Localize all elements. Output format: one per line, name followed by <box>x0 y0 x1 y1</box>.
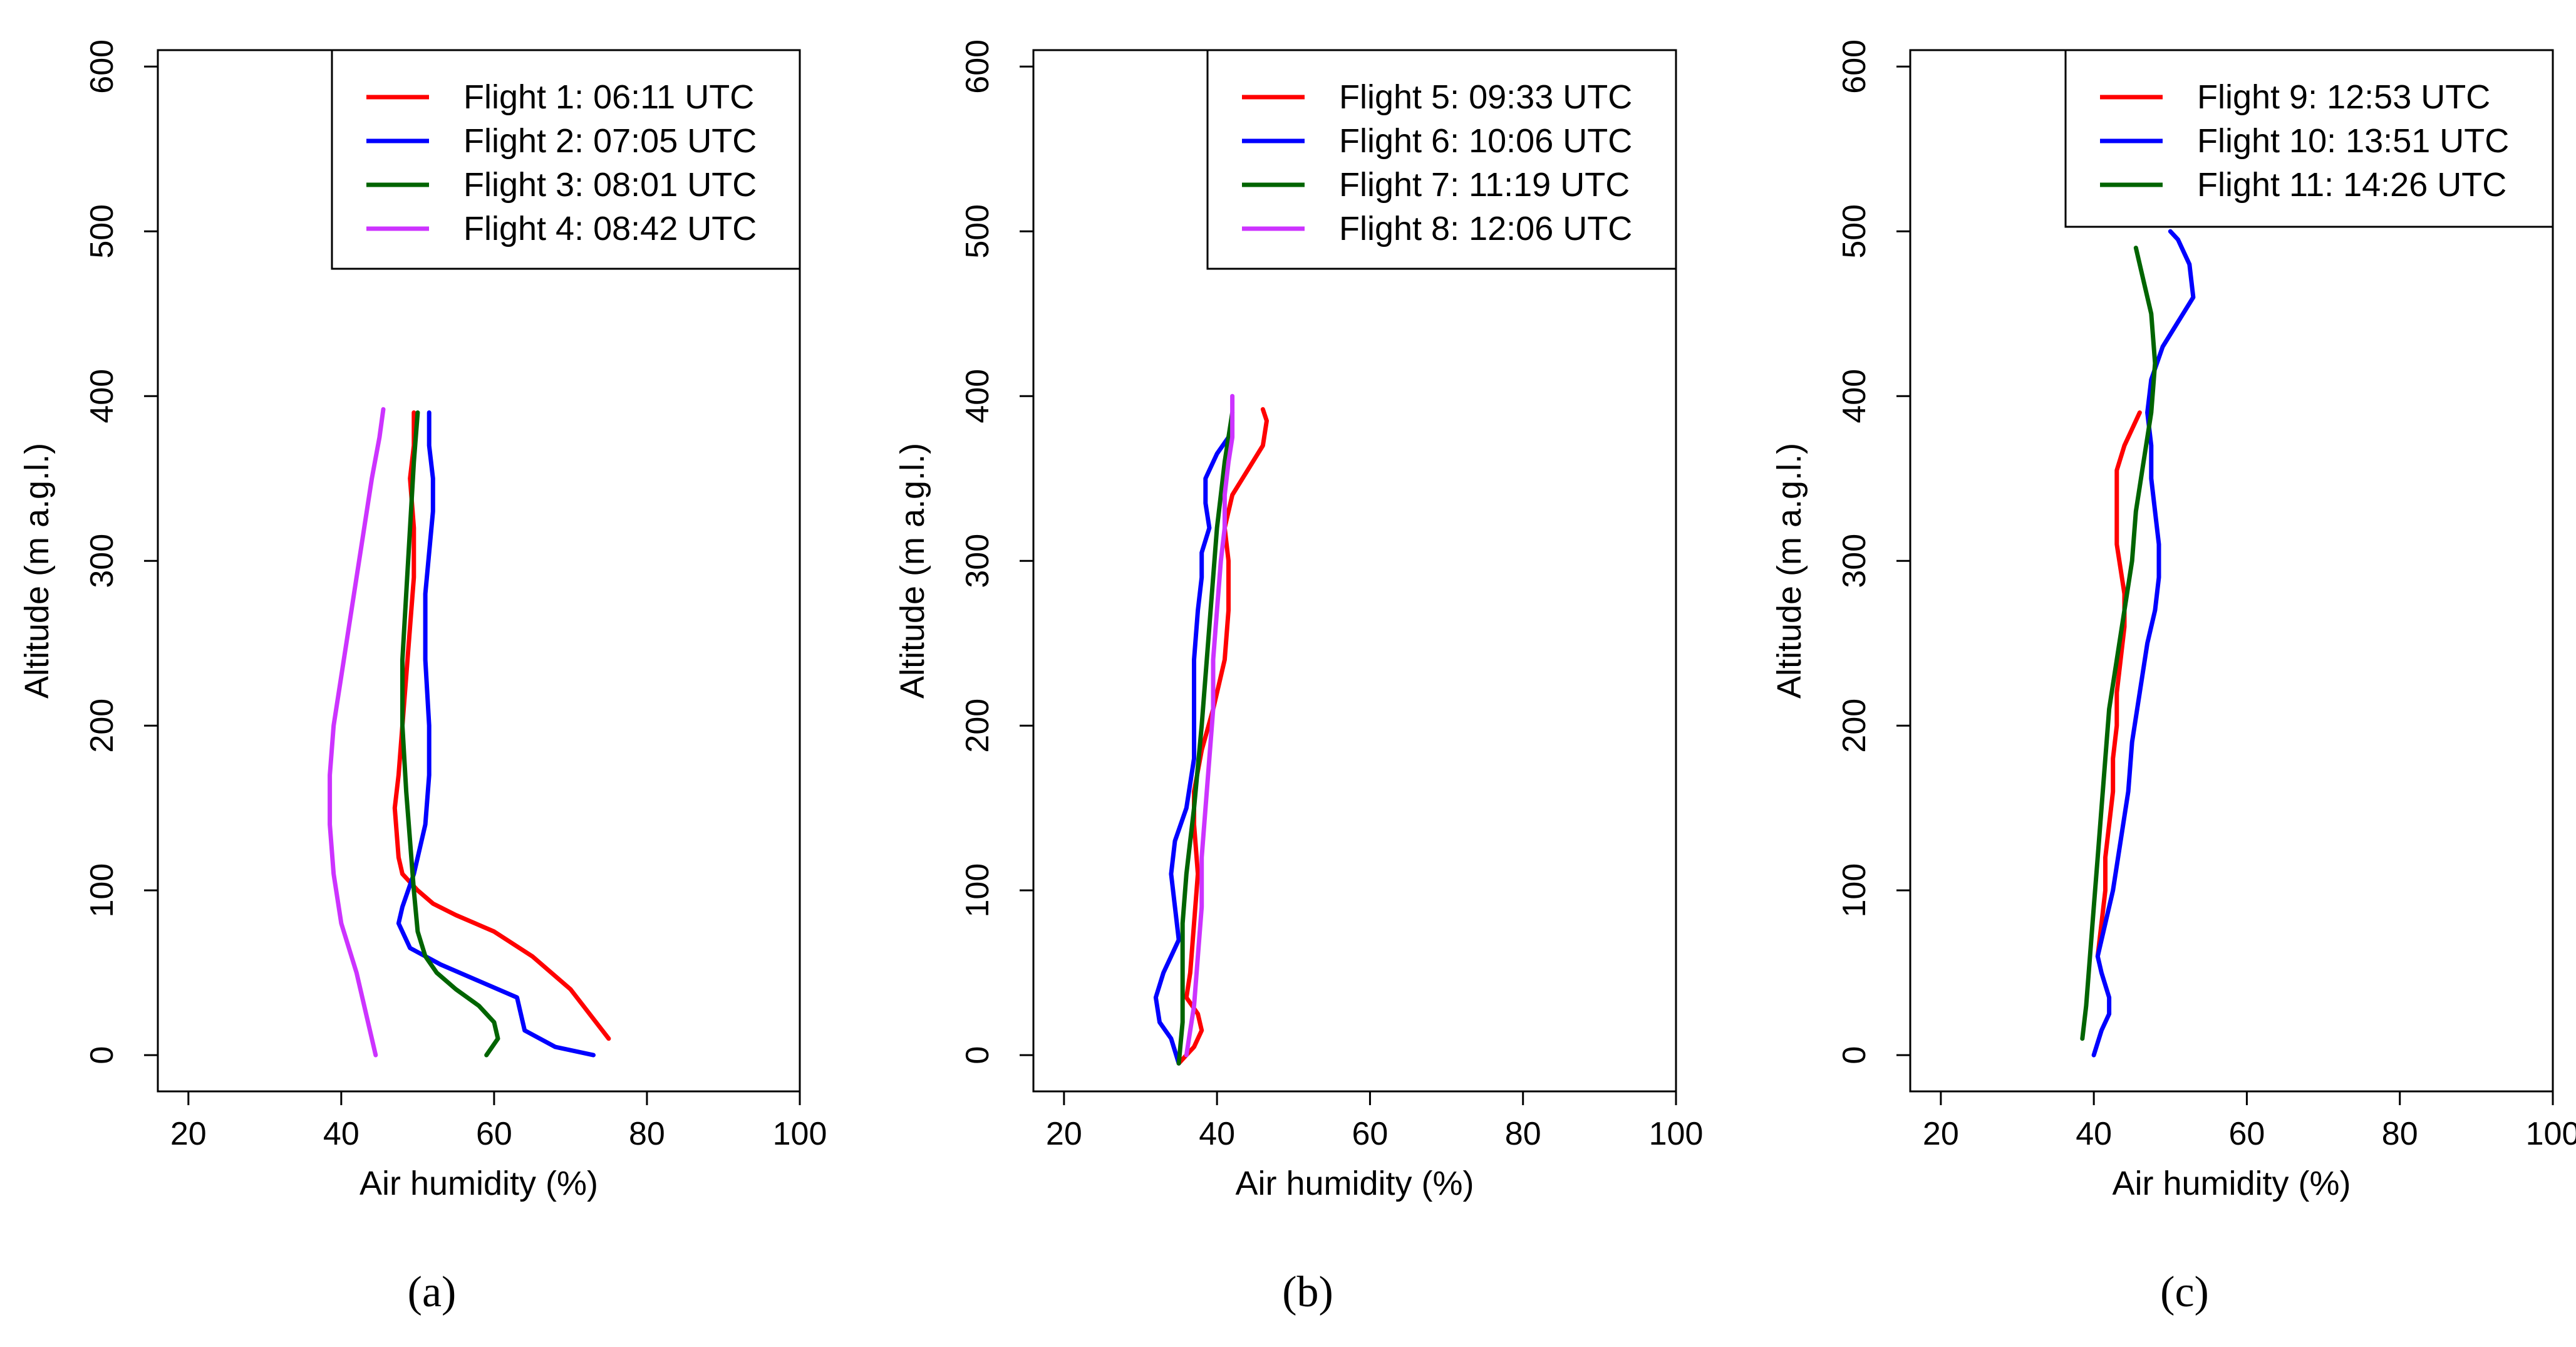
x-tick-label: 60 <box>476 1116 512 1152</box>
x-tick-label: 20 <box>1046 1116 1082 1152</box>
y-tick-label: 300 <box>84 534 120 588</box>
chart-panel-3: 20 40 60 80 100 0 100 200 300 400 500 600 Air humidi… <box>1771 39 2576 1316</box>
y-tick-label: 500 <box>960 204 996 259</box>
series-line-3 <box>1176 410 1235 1066</box>
x-tick-label: 20 <box>170 1116 207 1152</box>
legend-box <box>1206 49 1677 270</box>
series-line-4 <box>1184 393 1235 1058</box>
y-tick-label: 600 <box>1836 39 1873 94</box>
legend-label: Flight 6: 10:06 UTC <box>1339 122 1632 160</box>
x-tick-label: 100 <box>2526 1116 2576 1152</box>
y-tick-label: 0 <box>1836 1046 1873 1064</box>
y-tick-label: 400 <box>84 369 120 424</box>
x-tick-label: 80 <box>2382 1116 2418 1152</box>
y-tick-label: 100 <box>1836 863 1873 918</box>
y-tick-label: 400 <box>960 369 996 424</box>
legend: Flight 9: 12:53 UTC Flight 10: 13:51 UTC F… <box>2064 49 2554 228</box>
y-axis-label: Altitude (m a.g.l.) <box>18 443 56 699</box>
series-line-1 <box>392 410 611 1041</box>
x-tick-label: 100 <box>773 1116 827 1152</box>
y-tick-label: 300 <box>960 534 996 588</box>
x-axis-label: Air humidity (%) <box>360 1165 598 1202</box>
chart-panel-2: 20 40 60 80 100 0 100 200 300 400 500 600 Air humidi… <box>894 39 1703 1316</box>
y-axis-label: Altitude (m a.g.l.) <box>894 443 931 699</box>
legend-label: Flight 7: 11:19 UTC <box>1339 166 1630 204</box>
legend-label: Flight 1: 06:11 UTC <box>463 78 754 116</box>
x-tick-label: 60 <box>1352 1116 1389 1152</box>
y-tick-label: 400 <box>1836 369 1873 424</box>
panel-label: (b) <box>1282 1268 1333 1316</box>
y-tick-label: 200 <box>84 699 120 753</box>
x-tick-label: 100 <box>1649 1116 1704 1152</box>
y-tick-label: 500 <box>84 204 120 259</box>
legend-label: Flight 8: 12:06 UTC <box>1339 210 1632 247</box>
series-line-3 <box>2080 246 2158 1041</box>
y-tick-label: 600 <box>84 39 120 94</box>
x-tick-label: 20 <box>1923 1116 1959 1152</box>
y-tick-label: 300 <box>1836 534 1873 588</box>
y-tick-label: 600 <box>960 39 996 94</box>
chart-panel-1: 20 40 60 80 100 0 100 200 300 400 500 600 Air humidi… <box>18 39 827 1316</box>
legend-label: Flight 10: 13:51 UTC <box>2197 122 2509 160</box>
x-tick-label: 80 <box>629 1116 665 1152</box>
legend: Flight 5: 09:33 UTC Flight 6: 10:06 UTC Fl… <box>1206 49 1677 270</box>
x-tick-label: 40 <box>2076 1116 2112 1152</box>
y-tick-label: 0 <box>84 1046 120 1064</box>
series-line-2 <box>1153 419 1235 1066</box>
legend-label: Flight 11: 14:26 UTC <box>2197 166 2506 204</box>
y-tick-label: 500 <box>1836 204 1873 259</box>
y-tick-label: 200 <box>1836 699 1873 753</box>
series-line-3 <box>400 410 500 1058</box>
x-axis-label: Air humidity (%) <box>1235 1165 1474 1202</box>
x-axis-label: Air humidity (%) <box>2112 1165 2351 1202</box>
legend-box <box>2064 49 2554 228</box>
panel-label: (c) <box>2160 1268 2209 1316</box>
legend: Flight 1: 06:11 UTC Flight 2: 07:05 UTC Fl… <box>331 49 801 270</box>
y-tick-label: 100 <box>84 863 120 918</box>
y-tick-label: 0 <box>960 1046 996 1064</box>
series-line-4 <box>328 407 386 1058</box>
y-tick-label: 100 <box>960 863 996 918</box>
legend-label: Flight 4: 08:42 UTC <box>463 210 757 247</box>
legend-label: Flight 5: 09:33 UTC <box>1339 78 1632 116</box>
legend-label: Flight 9: 12:53 UTC <box>2197 78 2490 116</box>
legend-label: Flight 3: 08:01 UTC <box>463 166 757 204</box>
y-axis-label: Altitude (m a.g.l.) <box>1771 443 1808 699</box>
x-tick-label: 40 <box>323 1116 360 1152</box>
series-line-1 <box>2095 410 2142 959</box>
legend-label: Flight 2: 07:05 UTC <box>463 122 757 160</box>
series-line-2 <box>2091 229 2196 1058</box>
y-tick-label: 200 <box>960 699 996 753</box>
x-tick-label: 80 <box>1505 1116 1541 1152</box>
x-tick-label: 60 <box>2229 1116 2265 1152</box>
legend-box <box>331 49 801 270</box>
x-tick-label: 40 <box>1199 1116 1235 1152</box>
panel-label: (a) <box>408 1268 457 1316</box>
